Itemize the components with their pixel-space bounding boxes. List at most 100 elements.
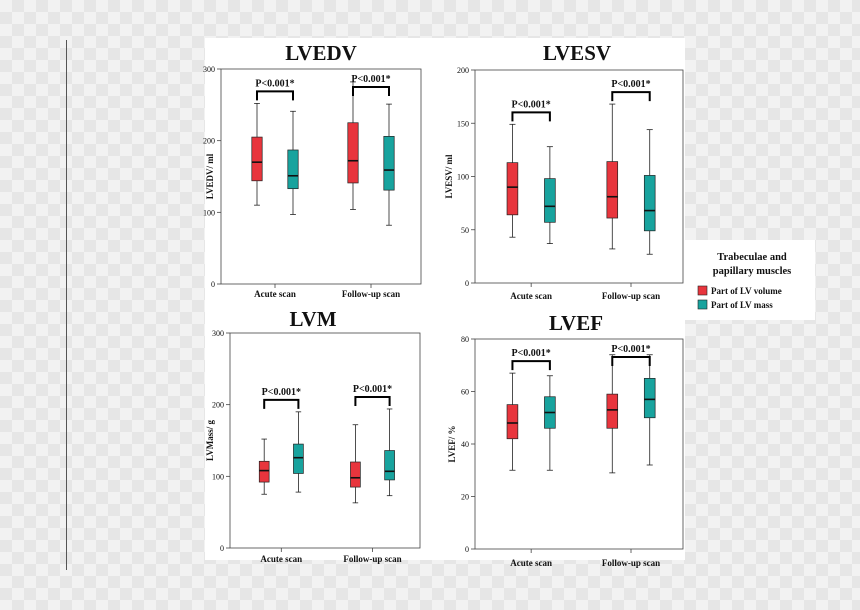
lvm-box-volume xyxy=(258,438,270,495)
lvesv-significance-bracket: P<0.001* xyxy=(511,99,551,122)
lvesv-box-mass xyxy=(544,146,556,244)
lvedv-chart: LVEDV 0 100 200 300 LVEDV/ ml Acute scan P<0.00… xyxy=(203,41,422,299)
lvedv-box-volume xyxy=(347,81,359,210)
p-value-label: P<0.001* xyxy=(611,344,650,355)
lvesv-ytick-label: 200 xyxy=(457,66,469,75)
lvesv-ytick-label: 100 xyxy=(457,173,469,182)
lvesv-box-volume xyxy=(506,123,519,238)
iqr-box xyxy=(544,178,556,223)
lvesv-ylabel: LVESV/ ml xyxy=(444,154,454,198)
figure-panel xyxy=(205,38,685,560)
lvef-plot-frame xyxy=(474,338,684,550)
lvef-ytick-label: 20 xyxy=(461,493,469,502)
bracket-line xyxy=(511,360,551,371)
lvesv-title: LVESV xyxy=(543,41,611,65)
p-value-label: P<0.001* xyxy=(512,99,551,110)
lvm-ytick-label: 200 xyxy=(212,401,224,410)
lvef-box-volume xyxy=(606,354,619,474)
legend-title-line2: papillary muscles xyxy=(713,266,791,277)
p-value-label: P<0.001* xyxy=(512,348,551,359)
bracket-line xyxy=(611,91,651,102)
lvm-significance-bracket: P<0.001* xyxy=(262,387,301,409)
lvesv-xtick-label: Follow-up scan xyxy=(602,291,660,301)
iqr-box xyxy=(606,161,619,219)
bracket-line xyxy=(511,111,551,122)
iqr-box xyxy=(506,404,519,440)
lvesv-significance-bracket: P<0.001* xyxy=(611,79,651,102)
lvef-box-volume xyxy=(506,372,519,471)
lvef-box-mass xyxy=(544,375,556,471)
lvm-box-volume xyxy=(350,424,361,504)
lvef-ylabel: LVEF/ % xyxy=(447,426,457,463)
lvm-xtick-label: Follow-up scan xyxy=(343,554,401,564)
lvesv-ytick-label: 50 xyxy=(461,226,469,235)
lvedv-ytick-label: 200 xyxy=(203,137,215,146)
lvedv-box-mass xyxy=(287,110,299,215)
p-value-label: P<0.001* xyxy=(262,387,301,398)
lvm-title: LVM xyxy=(289,307,336,331)
lvedv-plot-frame xyxy=(220,68,422,285)
lvesv-xtick-label: Acute scan xyxy=(510,291,552,301)
lvedv-box-volume xyxy=(251,103,263,206)
bracket-line xyxy=(256,90,294,101)
legend: Trabeculae and papillary muscles Part of… xyxy=(697,252,791,310)
lvm-ytick-label: 100 xyxy=(212,472,224,481)
legend-label-mass: Part of LV mass xyxy=(711,300,773,310)
lvesv-chart: LVESV 0 50 100 150 200 LVESV/ ml Acute scan P<0.… xyxy=(444,41,684,301)
bracket-line xyxy=(352,86,390,96)
iqr-box xyxy=(384,450,395,481)
lvef-ytick-label: 80 xyxy=(461,335,469,344)
lvm-xtick-label: Acute scan xyxy=(260,554,302,564)
iqr-box xyxy=(258,460,270,483)
legend-swatch-mass xyxy=(697,299,708,310)
lvef-xtick-label: Acute scan xyxy=(510,558,552,568)
lvm-box-mass xyxy=(293,411,304,493)
lvm-significance-bracket: P<0.001* xyxy=(353,384,392,406)
legend-swatch-volume xyxy=(697,285,708,296)
lvef-xtick-label: Follow-up scan xyxy=(602,558,660,568)
lvef-box-mass xyxy=(643,354,656,466)
iqr-box xyxy=(643,175,656,232)
lvedv-box-mass xyxy=(383,103,395,226)
lvesv-ytick-label: 150 xyxy=(457,119,469,128)
lvedv-xtick-label: Follow-up scan xyxy=(342,289,400,299)
left-divider-line xyxy=(66,40,67,570)
lvef-significance-bracket: P<0.001* xyxy=(611,344,651,366)
lvesv-box-volume xyxy=(606,103,619,250)
lvedv-ylabel: LVEDV/ ml xyxy=(205,153,215,199)
lvedv-ytick-label: 0 xyxy=(211,280,215,289)
lvesv-box-mass xyxy=(643,129,656,255)
lvedv-significance-bracket: P<0.001* xyxy=(351,74,391,96)
iqr-box xyxy=(347,122,359,184)
legend-label-volume: Part of LV volume xyxy=(711,286,782,296)
lvm-ytick-label: 0 xyxy=(220,544,224,553)
lvedv-title: LVEDV xyxy=(285,41,357,65)
iqr-box xyxy=(287,149,299,190)
lvm-ylabel: LVMass/ g xyxy=(205,420,215,461)
p-value-label: P<0.001* xyxy=(255,78,294,89)
lvedv-xtick-label: Acute scan xyxy=(254,289,296,299)
lvedv-ytick-label: 100 xyxy=(203,208,215,217)
iqr-box xyxy=(643,378,656,419)
lvef-significance-bracket: P<0.001* xyxy=(511,348,551,371)
iqr-box xyxy=(606,393,619,429)
lvef-chart: LVEF 0 20 40 60 80 LVEF/ % Acute scan P<0.001* Fo… xyxy=(447,311,684,568)
legend-title-line1: Trabeculae and xyxy=(717,252,787,263)
lvm-ytick-label: 300 xyxy=(212,329,224,338)
bracket-line xyxy=(263,398,300,409)
lvm-box-mass xyxy=(384,408,395,497)
lvm-chart: LVM 0 100 200 300 LVMass/ g Acute scan P<0.001*… xyxy=(205,307,421,564)
iqr-box xyxy=(350,461,361,488)
bracket-line xyxy=(611,356,651,366)
lvedv-ytick-label: 300 xyxy=(203,65,215,74)
iqr-box xyxy=(293,443,304,474)
iqr-box xyxy=(506,162,519,216)
iqr-box xyxy=(251,136,263,182)
iqr-box xyxy=(383,136,395,191)
bracket-line xyxy=(354,395,391,406)
lvef-ytick-label: 60 xyxy=(461,388,469,397)
p-value-label: P<0.001* xyxy=(353,384,392,395)
lvef-title: LVEF xyxy=(549,311,603,335)
lvef-ytick-label: 0 xyxy=(465,545,469,554)
